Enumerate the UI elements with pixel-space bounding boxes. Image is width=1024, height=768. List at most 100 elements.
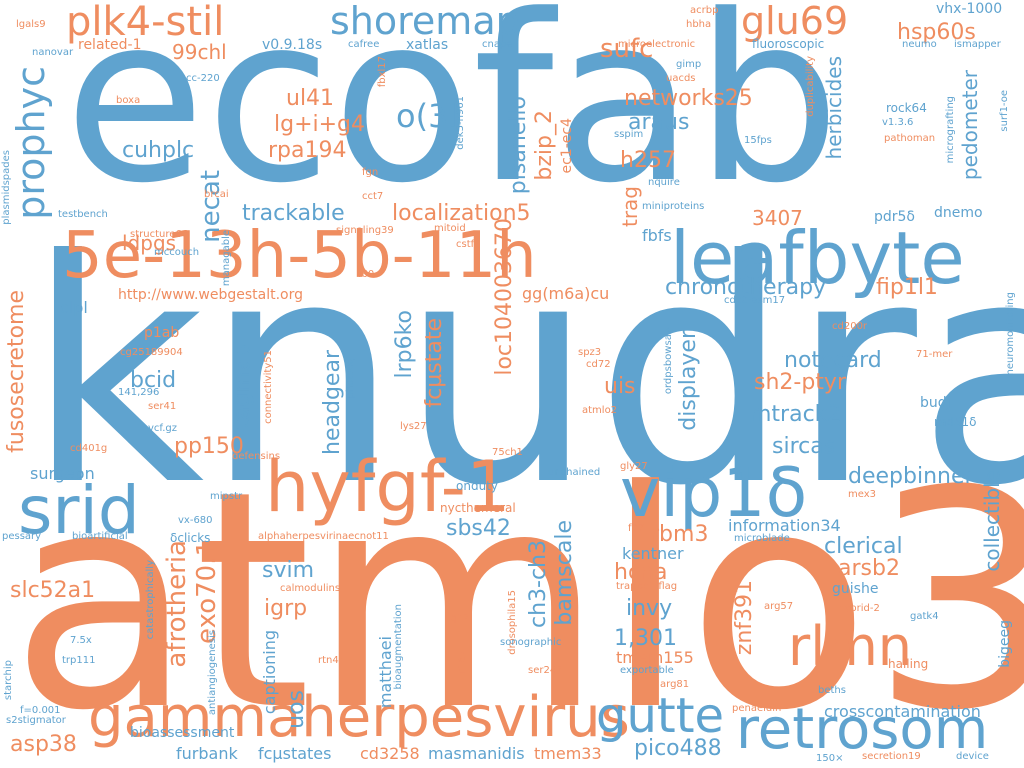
word-rbm3: rbm3: [650, 524, 708, 546]
word-lgig4: lg+i+g4: [274, 114, 365, 136]
word-exportable: exportable: [620, 666, 674, 676]
word-fluoroscopic: fluoroscopic: [752, 38, 824, 50]
word-exo70: exo70.1: [194, 540, 220, 644]
word-antiangiogenesis: antiangiogenesis: [208, 630, 218, 715]
word-calmodulins: calmodulins: [280, 584, 340, 594]
word-trp111: trp111: [62, 656, 95, 666]
word-f60: f60: [358, 270, 374, 280]
word-pdr5d: pdr5δ: [874, 210, 915, 224]
word-related1: related-1: [78, 38, 141, 52]
word-bigeeg: bigeeg: [998, 620, 1012, 668]
word-oc3l: o(3l: [396, 100, 457, 132]
word-deepbinner: deepbinner: [848, 466, 974, 488]
word-nquire: nquire: [648, 178, 680, 188]
word-nycthemeral: nycthemeral: [440, 502, 516, 514]
word-v0918s: v0.9.18s: [262, 38, 322, 52]
word-spz3: spz3: [578, 348, 601, 358]
word-f77: f77: [628, 524, 644, 534]
word-hbha: hbha: [686, 20, 711, 30]
word-dnemo: dnemo: [934, 206, 983, 220]
word-surgeon: surgeon: [30, 466, 95, 482]
word-asp38: asp38: [10, 734, 77, 756]
word-1301: 1,301: [614, 628, 677, 650]
word-pathoman: pathoman: [884, 134, 935, 144]
word-duplicability: duplicability: [806, 56, 816, 117]
word-cc220: cc-220: [186, 74, 220, 84]
word-bzip2: bzip_2: [534, 110, 556, 181]
word-loc104003670: loc104003670: [494, 218, 516, 376]
word-cd200r: cd200r: [832, 322, 867, 332]
word-managable: managable: [222, 230, 232, 286]
word-miniproteins: miniproteins: [642, 202, 704, 212]
word-fbfs: fbfs: [642, 228, 672, 244]
word-gutte: gutte: [596, 692, 724, 740]
word-gimp: gimp: [676, 60, 701, 70]
word-ser41: ser41: [148, 402, 176, 412]
word-masmanidis: masmanidis: [428, 746, 525, 762]
word-ordpsbowsaw: ordpsbowsaw: [664, 326, 674, 394]
word-structure66: structure66: [130, 230, 188, 240]
word-shoremap: shoremap: [330, 2, 520, 40]
word-boxa: boxa: [116, 96, 140, 106]
word-nanovar: nanovar: [32, 48, 73, 58]
word-slc52a1: slc52a1: [10, 580, 95, 602]
word-ggm6a: gg(m6a)cu: [522, 286, 609, 302]
word-cd3258: cd3258: [360, 746, 420, 762]
word-sonographic: sonographic: [500, 638, 561, 648]
word-gly27: gly27: [620, 462, 648, 472]
word-collectible: collectible: [982, 470, 1002, 572]
word-15fps: 15fps: [744, 136, 772, 146]
word-uacds: uacds: [666, 74, 696, 84]
word-displayer: displayer: [678, 330, 700, 431]
word-networks25: networks25: [624, 88, 753, 110]
word-lys27: lys27: [400, 422, 427, 432]
word-150x: 150×: [816, 754, 843, 764]
word-uos: uos: [286, 690, 308, 729]
word-hybrid2: hybrid-2: [838, 604, 880, 614]
word-fcustates: fcµstates: [258, 746, 331, 762]
word-lgals9: lgals9: [16, 20, 46, 30]
word-75x: 7.5x: [70, 636, 92, 646]
word-mccouch: mccouch: [154, 248, 199, 258]
word-pedometer: pedometer: [960, 70, 980, 180]
word-signaling39: signaling39: [336, 226, 394, 236]
word-herbicides: herbicides: [824, 56, 844, 159]
word-neuromonitoring: neuromonitoring: [1006, 292, 1016, 375]
word-atmlo2: atmlo2: [582, 406, 617, 416]
word-ul41: ul41: [286, 88, 334, 110]
word-plk4-stil: plk4-stil: [66, 2, 224, 42]
word-bioaugmentation: bioaugmentation: [394, 604, 404, 690]
word-pico488: pico488: [634, 738, 722, 760]
word-catastrophically: catastrophically: [146, 560, 156, 639]
word-p1ab: p1ab: [144, 326, 179, 340]
word-xatlas: xatlas: [406, 38, 448, 52]
word-mitoid: mitoid: [434, 224, 466, 234]
word-prophyc: prophyc: [12, 66, 50, 220]
word-vx680: vx-680: [178, 516, 213, 526]
word-fcustate: fcµstate: [424, 318, 446, 408]
word-brcai: brcai: [204, 190, 229, 200]
word-notecard: notecard: [784, 350, 882, 372]
word-tmem155: tmem155: [616, 650, 694, 666]
word-sircas: sircas: [772, 436, 835, 458]
word-sh2ptyr: sh2-ptyr: [754, 372, 846, 394]
word-trappc2: trappc2-flag: [616, 582, 677, 592]
word-arsb2: arsb2: [838, 558, 900, 580]
word-microelectronic: microelectronic: [618, 40, 695, 50]
word-ismapper: ismapper: [954, 40, 1001, 50]
word-cd401g: cd401g: [70, 444, 107, 454]
word-tagmap: tagmap: [232, 344, 254, 429]
word-acrbp: acrbp: [690, 6, 718, 16]
word-unchained: unchained: [548, 468, 600, 478]
word-ec1ec4: ec1-ec4: [560, 118, 574, 174]
word-dclicks: δclicks: [170, 532, 210, 544]
word-trackable: trackable: [242, 203, 345, 225]
word-rpa194: rpa194: [268, 140, 346, 162]
word-matthaei: matthaei: [378, 636, 394, 708]
word-vhx1000: vhx-1000: [936, 2, 1002, 16]
word-fip1l1: fip1l1: [876, 277, 938, 299]
word-rock64: rock64: [886, 102, 927, 114]
word-starchip: starchip: [4, 660, 14, 700]
word-glu69: glu69: [741, 2, 848, 40]
